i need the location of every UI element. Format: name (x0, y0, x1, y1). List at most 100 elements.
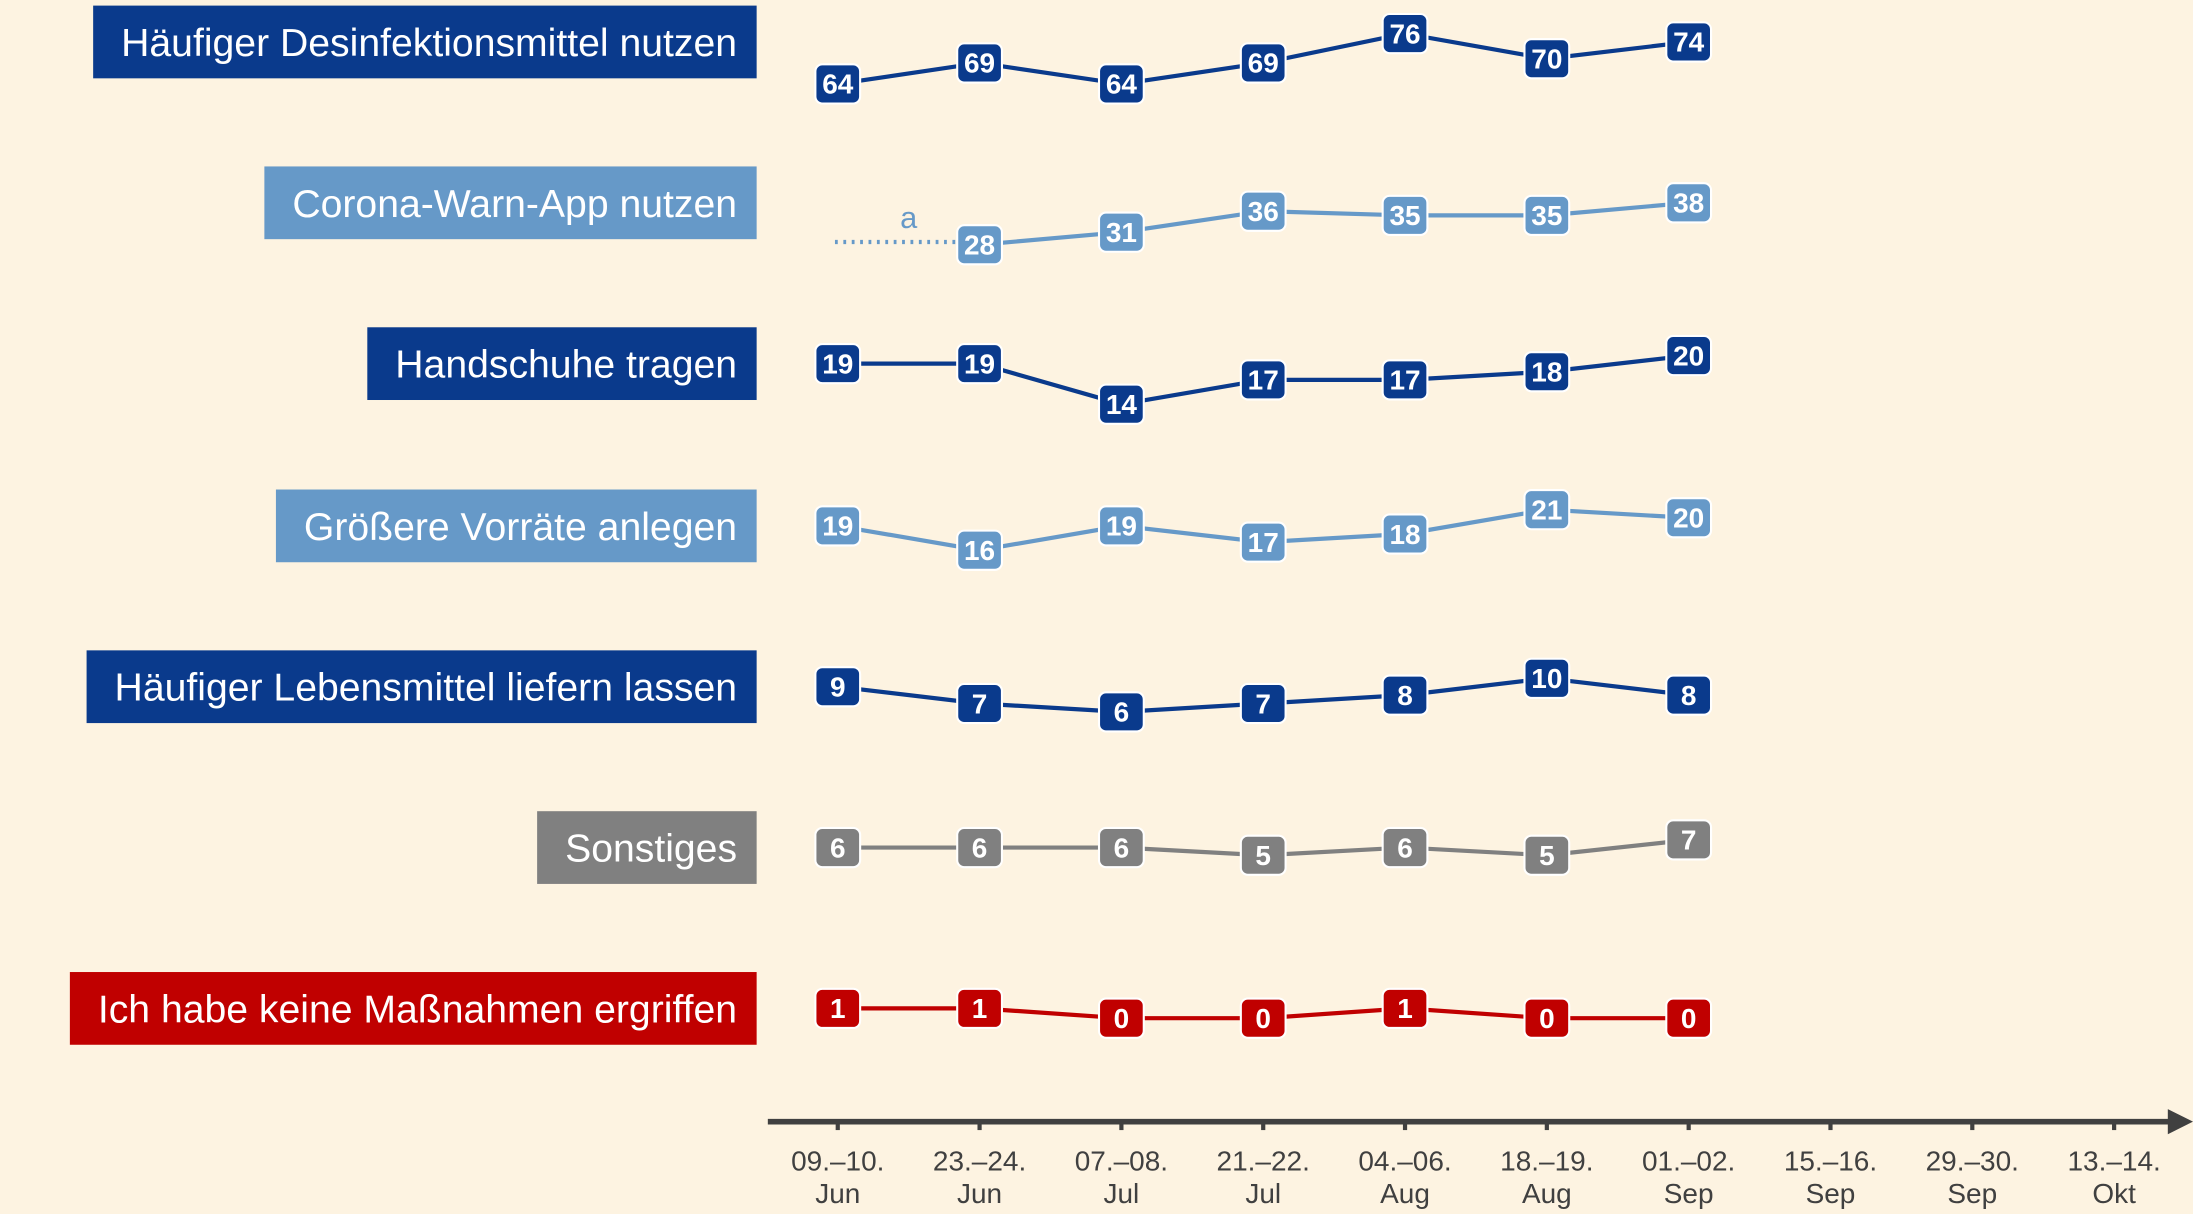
data-label: 7 (1681, 825, 1697, 856)
series-label-text: Häufiger Desinfektionsmittel nutzen (121, 22, 737, 65)
data-marker (1097, 63, 1145, 105)
data-label: 0 (1681, 1003, 1697, 1034)
data-marker (1381, 826, 1429, 869)
data-label: 19 (1106, 511, 1137, 542)
data-marker (1097, 211, 1145, 253)
data-marker (1381, 674, 1429, 716)
data-marker (1381, 359, 1429, 401)
data-marker (1523, 351, 1571, 393)
x-tick-label: 07.–08. Jul (1075, 1146, 1168, 1209)
series-label: Größere Vorräte anlegen (275, 489, 757, 563)
data-label: 69 (1248, 48, 1279, 79)
series-label: Häufiger Lebensmittel liefern lassen (86, 650, 757, 724)
data-label: 38 (1673, 188, 1704, 219)
data-label: 16 (964, 535, 995, 566)
data-marker (956, 826, 1004, 869)
data-label: 9 (830, 672, 846, 703)
series-label-box (367, 327, 757, 401)
data-marker (1523, 38, 1571, 80)
data-label: 36 (1248, 196, 1279, 227)
data-marker (956, 529, 1004, 571)
data-label: 19 (964, 348, 995, 379)
series-label: Ich habe keine Maßnahmen ergriffen (69, 972, 757, 1045)
data-label: 1 (972, 993, 988, 1024)
data-marker (1239, 190, 1287, 232)
x-axis-arrow (2167, 1109, 2193, 1135)
data-label: 5 (1539, 840, 1555, 871)
data-marker (814, 63, 862, 105)
data-marker (1523, 657, 1571, 699)
data-label: 74 (1673, 27, 1705, 58)
series-label-box (93, 5, 757, 79)
data-label: 8 (1681, 680, 1697, 711)
data-label: 17 (1248, 527, 1279, 558)
data-label: 64 (822, 69, 854, 100)
series-label: Sonstiges (537, 811, 757, 884)
data-marker (814, 505, 862, 547)
series-label: Handschuhe tragen (367, 327, 757, 401)
data-label: 28 (964, 230, 995, 261)
series-label-box (275, 489, 757, 563)
series-label-text: Häufiger Lebensmittel liefern lassen (115, 667, 738, 710)
data-label: 6 (1114, 697, 1130, 728)
series-label: Häufiger Desinfektionsmittel nutzen (93, 5, 757, 79)
data-marker (1381, 194, 1429, 237)
data-marker (956, 343, 1004, 385)
data-label: 19 (822, 348, 853, 379)
x-tick-label: 04.–06. Aug (1358, 1146, 1451, 1209)
data-marker (1239, 997, 1287, 1039)
data-label: 18 (1389, 519, 1420, 550)
data-marker (1381, 12, 1429, 55)
series-label: Corona-Warn-App nutzen (264, 166, 757, 240)
data-label: 76 (1389, 18, 1420, 49)
data-label: 6 (1397, 832, 1413, 863)
series-label-box (86, 650, 757, 724)
data-marker (1665, 182, 1713, 224)
series-label-box (264, 166, 757, 240)
x-tick-label: 23.–24. Jun (933, 1146, 1026, 1209)
data-marker (1665, 819, 1713, 861)
data-marker (1239, 42, 1287, 84)
series-label-text: Ich habe keine Maßnahmen ergriffen (98, 988, 737, 1031)
data-marker (814, 987, 862, 1030)
data-label: 6 (1114, 832, 1130, 863)
data-marker (1523, 834, 1571, 876)
data-label: 20 (1673, 503, 1704, 534)
data-label: 6 (830, 832, 846, 863)
x-tick-label: 01.–02. Sep (1642, 1146, 1735, 1209)
data-marker (1665, 334, 1713, 377)
series-label-box (537, 811, 757, 884)
data-marker (1239, 359, 1287, 401)
data-label: 0 (1539, 1003, 1555, 1034)
data-label: 64 (1106, 69, 1138, 100)
data-label: 35 (1389, 200, 1420, 231)
data-marker (814, 343, 862, 385)
annotation: a (900, 200, 918, 235)
data-label: 6 (972, 832, 988, 863)
series-line (979, 200, 1689, 247)
data-label: 18 (1531, 357, 1562, 388)
data-label: 0 (1255, 1003, 1271, 1034)
data-marker (1381, 987, 1429, 1030)
x-tick-label: 13.–14. Okt (2067, 1146, 2160, 1209)
x-tick-label: 09.–10. Jun (791, 1146, 884, 1209)
data-marker (1665, 997, 1713, 1039)
data-label: 1 (830, 993, 846, 1024)
data-marker (1665, 497, 1713, 539)
data-marker (1239, 521, 1287, 563)
data-marker (1523, 194, 1571, 237)
data-label: 7 (1255, 688, 1271, 719)
series-label-box (69, 972, 757, 1045)
series-label-text: Corona-Warn-App nutzen (292, 183, 737, 226)
x-tick-label: 29.–30. Sep (1926, 1146, 2019, 1209)
data-marker (1097, 505, 1145, 547)
data-label: 69 (964, 48, 995, 79)
data-label: 10 (1531, 663, 1562, 694)
data-label: 31 (1106, 217, 1137, 248)
data-label: 20 (1673, 340, 1704, 371)
data-label: 19 (822, 511, 853, 542)
x-tick-label: 15.–16. Sep (1784, 1146, 1877, 1209)
data-marker (1239, 834, 1287, 876)
data-label: 70 (1531, 44, 1562, 75)
data-marker (1097, 691, 1145, 733)
